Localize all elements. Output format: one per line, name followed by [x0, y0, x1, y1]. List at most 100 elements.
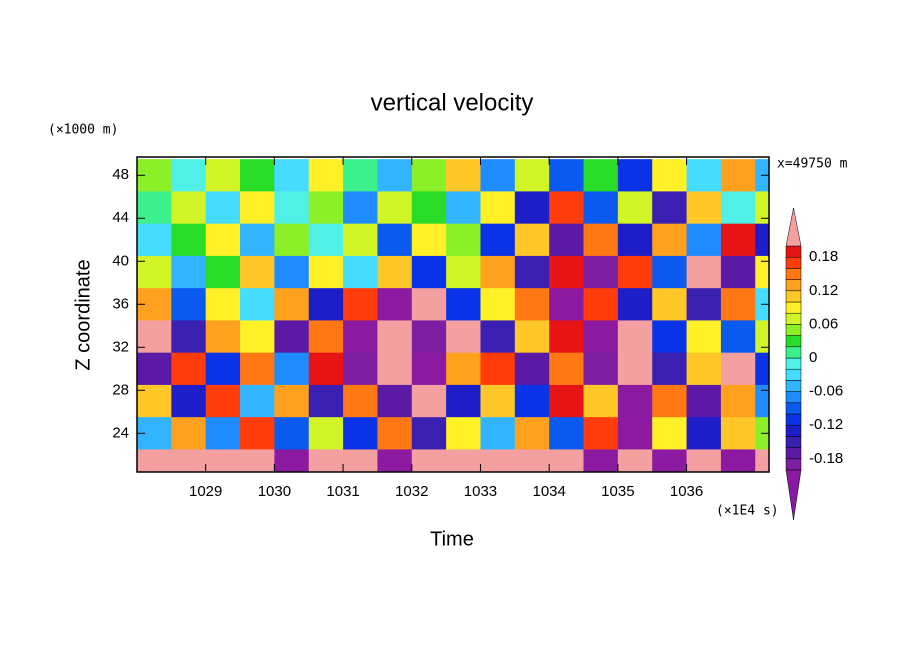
cell [583, 320, 619, 354]
cell [377, 417, 413, 450]
cell [549, 417, 585, 450]
cell [583, 223, 619, 257]
cell [411, 352, 447, 386]
cell [446, 191, 481, 225]
cell [343, 191, 378, 225]
cell [377, 320, 413, 354]
cell [343, 255, 378, 289]
cell [480, 449, 516, 472]
cell [343, 352, 378, 386]
cell [377, 449, 413, 472]
cell [343, 159, 378, 192]
cell [274, 191, 310, 225]
colorbar-box [785, 290, 802, 303]
cell [171, 255, 207, 289]
cell [240, 384, 275, 418]
cell [171, 320, 207, 354]
cell [446, 352, 481, 386]
cell [686, 320, 722, 354]
cell [205, 191, 241, 225]
cell [343, 417, 378, 450]
cell [377, 191, 413, 225]
cell [720, 384, 756, 418]
cell [755, 384, 769, 418]
cell [652, 384, 688, 418]
x-tick-label: 1031 [326, 483, 359, 500]
cell [652, 417, 688, 450]
cell [205, 384, 241, 418]
cell [274, 320, 310, 354]
field [137, 159, 769, 472]
cell [514, 384, 550, 418]
overlay: 1029 1030 1031 1032 1033 1034 1035 1036 24 28 32 36… [112, 156, 843, 521]
cell [617, 288, 653, 321]
cell [377, 223, 413, 257]
cell [411, 288, 447, 321]
x-axis-label: Time [430, 528, 474, 550]
cell [720, 320, 756, 354]
cell [583, 384, 619, 418]
cell [171, 352, 207, 386]
cell [583, 255, 619, 289]
colorbar-tick-label: -0.18 [809, 450, 843, 467]
cell [343, 449, 378, 472]
cell [583, 417, 619, 450]
colorbar-under [785, 469, 802, 521]
cell [549, 223, 585, 257]
cell [137, 320, 172, 354]
cell [549, 288, 585, 321]
cell [205, 320, 241, 354]
cell [652, 223, 688, 257]
cell [240, 320, 275, 354]
cell [411, 384, 447, 418]
x-tick-label: 1030 [258, 483, 291, 500]
colorbar-box [785, 301, 802, 314]
cell [514, 352, 550, 386]
colorbar-box [785, 458, 802, 471]
cell [377, 384, 413, 418]
cell [274, 288, 310, 321]
cell [652, 352, 688, 386]
cell [755, 191, 769, 225]
colorbar-tick-label: 0.06 [809, 315, 838, 332]
cell [205, 255, 241, 289]
cell [274, 384, 310, 418]
cell [308, 449, 344, 472]
cell [377, 255, 413, 289]
cell [308, 320, 344, 354]
colorbar-box [785, 245, 802, 258]
cell [755, 320, 769, 354]
colorbar-box [785, 424, 802, 437]
cell [686, 384, 722, 418]
cell [205, 159, 241, 192]
cell [480, 417, 516, 450]
cell [240, 223, 275, 257]
cell [411, 255, 447, 289]
cell [686, 352, 722, 386]
colorbar-tick-label: -0.12 [809, 416, 843, 433]
cell [549, 159, 585, 192]
x-tick-label: 1033 [464, 483, 497, 500]
cell [308, 384, 344, 418]
cell [480, 255, 516, 289]
cell [583, 288, 619, 321]
cell [137, 223, 172, 257]
cell [274, 159, 310, 192]
colorbar-box [785, 324, 802, 336]
colorbar-tick-label: 0.12 [809, 282, 838, 299]
cell [308, 352, 344, 386]
cell [377, 352, 413, 386]
cell [514, 320, 550, 354]
cell [274, 255, 310, 289]
cell [755, 223, 769, 257]
cell [514, 255, 550, 289]
cell [377, 288, 413, 321]
chart-title: vertical velocity [371, 89, 534, 116]
plot-frame [136, 156, 770, 473]
cell [274, 223, 310, 257]
colorbar-box [785, 413, 802, 426]
cell [720, 288, 756, 321]
y-tick-label: 40 [112, 252, 129, 269]
cell [446, 288, 481, 321]
